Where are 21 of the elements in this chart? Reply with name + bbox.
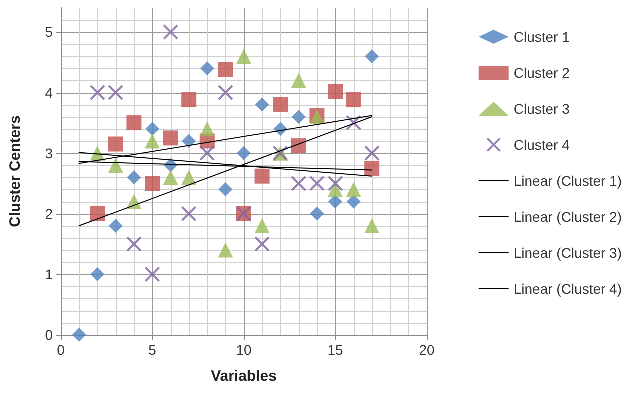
y-tick-label: 3	[45, 145, 54, 162]
y-tick-label: 1	[45, 266, 54, 282]
y-tick-label: 2	[45, 206, 54, 222]
legend-label: Cluster 1	[514, 29, 570, 45]
x-tick-label: 15	[328, 342, 344, 358]
y-tick-label: 5	[45, 24, 54, 40]
x-tick-label: 0	[57, 342, 66, 358]
legend-label: Linear (Cluster 2)	[514, 209, 622, 225]
legend-label: Cluster 2	[514, 65, 570, 81]
y-axis-title: Cluster Centers	[7, 116, 24, 228]
x-axis-title: Variables	[211, 368, 277, 385]
y-tick-label: 0	[45, 327, 54, 343]
legend-label: Linear (Cluster 1)	[514, 173, 622, 189]
legend-label: Cluster 3	[514, 101, 570, 117]
y-tick-label: 4	[45, 84, 54, 101]
legend-label: Cluster 4	[514, 137, 570, 153]
legend-label: Linear (Cluster 3)	[514, 245, 622, 261]
x-tick-label: 10	[236, 342, 252, 358]
x-tick-label: 20	[419, 342, 435, 358]
legend-label: Linear (Cluster 4)	[514, 281, 622, 297]
x-tick-label: 5	[148, 342, 157, 358]
